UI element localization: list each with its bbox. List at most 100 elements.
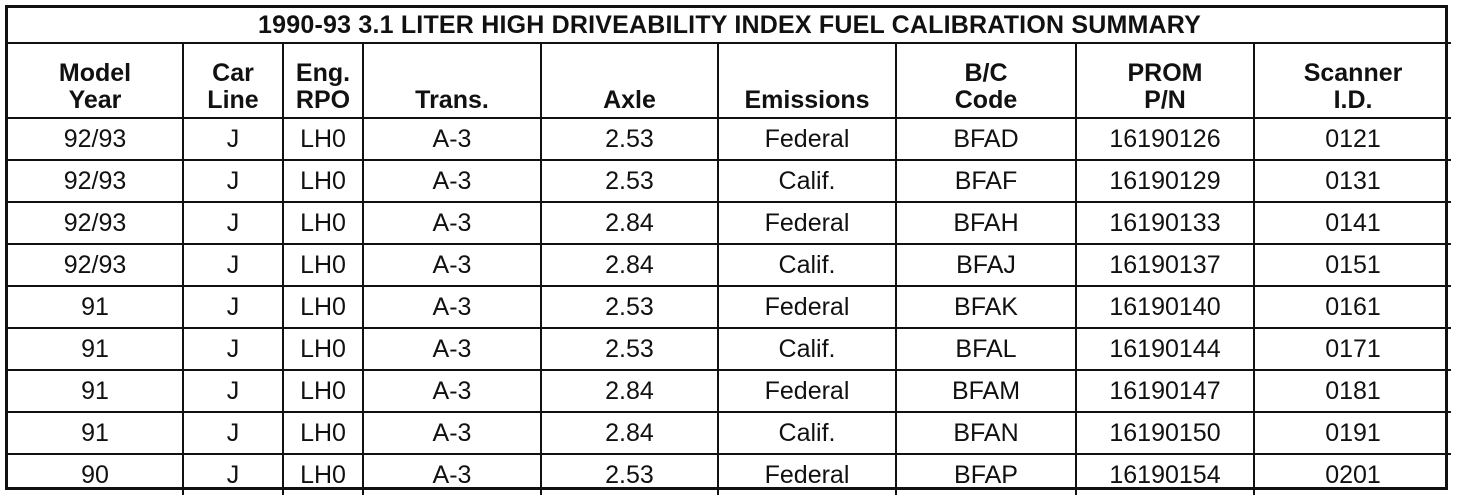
table-row: 92/93 J LH0 A-3 2.84 Calif. BFAJ 16190137 0151 bbox=[8, 243, 1452, 287]
table-cell-scanner-id: 0151 bbox=[1252, 243, 1452, 287]
table-row: 92/93 J LH0 A-3 2.84 Federal BFAH 16190133 0141 bbox=[8, 201, 1452, 245]
table-cell-eng-rpo: LH0 bbox=[282, 117, 364, 161]
table-cell-bc-code: BFAN bbox=[895, 411, 1077, 455]
table-cell-prom-pn: 16190133 bbox=[1075, 201, 1255, 245]
table-cell-axle: 2.53 bbox=[540, 117, 719, 161]
table-cell-trans: A-3 bbox=[362, 285, 542, 329]
column-header-line2: Line bbox=[207, 86, 259, 114]
table-cell-car-line: J bbox=[182, 411, 284, 455]
column-header-model-year: Model Year bbox=[8, 42, 184, 119]
table-cell-scanner-id: 0201 bbox=[1252, 453, 1452, 495]
table-cell-axle: 2.53 bbox=[540, 327, 719, 371]
table-cell-eng-rpo: LH0 bbox=[282, 201, 364, 245]
table-cell-scanner-id: 0181 bbox=[1252, 369, 1452, 413]
table-body: 92/93 J LH0 A-3 2.53 Federal BFAD 16190126 0121 9… bbox=[8, 117, 1452, 495]
column-header-line2: I.D. bbox=[1333, 86, 1373, 114]
table-cell-scanner-id: 0161 bbox=[1252, 285, 1452, 329]
table-cell-axle: 2.84 bbox=[540, 201, 719, 245]
table-cell-car-line: J bbox=[182, 117, 284, 161]
table-row: 92/93 J LH0 A-3 2.53 Federal BFAD 16190126 0121 bbox=[8, 117, 1452, 161]
table-cell-prom-pn: 16190144 bbox=[1075, 327, 1255, 371]
table-cell-model-year: 90 bbox=[8, 453, 184, 495]
table-cell-model-year: 92/93 bbox=[8, 117, 184, 161]
table-cell-bc-code: BFAM bbox=[895, 369, 1077, 413]
table-cell-axle: 2.84 bbox=[540, 369, 719, 413]
table-cell-prom-pn: 16190137 bbox=[1075, 243, 1255, 287]
table-cell-model-year: 91 bbox=[8, 411, 184, 455]
calibration-summary-sheet: 1990-93 3.1 LITER HIGH DRIVEABILITY INDE… bbox=[5, 5, 1452, 495]
table-cell-model-year: 91 bbox=[8, 327, 184, 371]
table-cell-scanner-id: 0191 bbox=[1252, 411, 1452, 455]
table-cell-car-line: J bbox=[182, 285, 284, 329]
table-cell-scanner-id: 0141 bbox=[1252, 201, 1452, 245]
column-header-line2: Emissions bbox=[744, 86, 870, 114]
table-cell-emissions: Calif. bbox=[717, 411, 897, 455]
table-cell-eng-rpo: LH0 bbox=[282, 243, 364, 287]
table-cell-trans: A-3 bbox=[362, 453, 542, 495]
table-cell-bc-code: BFAK bbox=[895, 285, 1077, 329]
table-cell-eng-rpo: LH0 bbox=[282, 411, 364, 455]
table-cell-bc-code: BFAJ bbox=[895, 243, 1077, 287]
column-header-emissions: Emissions bbox=[717, 42, 897, 119]
table-row: 92/93 J LH0 A-3 2.53 Calif. BFAF 16190129 0131 bbox=[8, 159, 1452, 203]
table-cell-eng-rpo: LH0 bbox=[282, 159, 364, 203]
table-cell-bc-code: BFAH bbox=[895, 201, 1077, 245]
table-cell-trans: A-3 bbox=[362, 201, 542, 245]
table-cell-scanner-id: 0121 bbox=[1252, 117, 1452, 161]
table-cell-bc-code: BFAL bbox=[895, 327, 1077, 371]
table-cell-prom-pn: 16190150 bbox=[1075, 411, 1255, 455]
table-cell-emissions: Federal bbox=[717, 117, 897, 161]
table-cell-model-year: 92/93 bbox=[8, 159, 184, 203]
column-header-line2: RPO bbox=[295, 86, 351, 114]
table-cell-bc-code: BFAF bbox=[895, 159, 1077, 203]
table-cell-emissions: Federal bbox=[717, 285, 897, 329]
table-cell-trans: A-3 bbox=[362, 159, 542, 203]
table-cell-bc-code: BFAP bbox=[895, 453, 1077, 495]
table-cell-axle: 2.84 bbox=[540, 243, 719, 287]
table-row: 91 J LH0 A-3 2.53 Federal BFAK 16190140 0161 bbox=[8, 285, 1452, 329]
column-header-line1: PROM bbox=[1127, 59, 1203, 87]
table-cell-axle: 2.53 bbox=[540, 453, 719, 495]
table-cell-car-line: J bbox=[182, 201, 284, 245]
column-header-eng-rpo: Eng. RPO bbox=[282, 42, 364, 119]
table-cell-prom-pn: 16190140 bbox=[1075, 285, 1255, 329]
table-cell-emissions: Federal bbox=[717, 369, 897, 413]
table-cell-emissions: Calif. bbox=[717, 159, 897, 203]
table-cell-scanner-id: 0171 bbox=[1252, 327, 1452, 371]
table-cell-car-line: J bbox=[182, 159, 284, 203]
table-cell-eng-rpo: LH0 bbox=[282, 369, 364, 413]
column-header-scanner-id: Scanner I.D. bbox=[1252, 42, 1452, 119]
table-cell-emissions: Calif. bbox=[717, 327, 897, 371]
table-cell-emissions: Federal bbox=[717, 201, 897, 245]
table-cell-bc-code: BFAD bbox=[895, 117, 1077, 161]
table-cell-emissions: Calif. bbox=[717, 243, 897, 287]
title-row: 1990-93 3.1 LITER HIGH DRIVEABILITY INDE… bbox=[8, 8, 1452, 44]
table-cell-eng-rpo: LH0 bbox=[282, 453, 364, 495]
table-cell-axle: 2.53 bbox=[540, 285, 719, 329]
table-cell-eng-rpo: LH0 bbox=[282, 327, 364, 371]
column-header-car-line: Car Line bbox=[182, 42, 284, 119]
column-header-line2: Axle bbox=[603, 86, 656, 114]
table-cell-model-year: 91 bbox=[8, 285, 184, 329]
column-header-line1: Model bbox=[58, 59, 132, 87]
table-cell-axle: 2.53 bbox=[540, 159, 719, 203]
table-cell-model-year: 91 bbox=[8, 369, 184, 413]
column-header-axle: Axle bbox=[540, 42, 719, 119]
table-cell-prom-pn: 16190129 bbox=[1075, 159, 1255, 203]
table-cell-car-line: J bbox=[182, 243, 284, 287]
column-header-line2: Code bbox=[954, 86, 1018, 114]
table-cell-car-line: J bbox=[182, 327, 284, 371]
column-header-line1: Car bbox=[212, 59, 254, 87]
table-cell-car-line: J bbox=[182, 453, 284, 495]
table-cell-trans: A-3 bbox=[362, 117, 542, 161]
column-header-line1: Eng. bbox=[295, 59, 351, 87]
table-cell-prom-pn: 16190126 bbox=[1075, 117, 1255, 161]
table-cell-emissions: Federal bbox=[717, 453, 897, 495]
column-header-line2: P/N bbox=[1144, 86, 1186, 114]
header-row: Model Year Car Line Eng. RPO Trans. Axle Emissio… bbox=[8, 42, 1452, 119]
column-header-line2: Trans. bbox=[415, 86, 489, 114]
calibration-table: 1990-93 3.1 LITER HIGH DRIVEABILITY INDE… bbox=[8, 8, 1452, 495]
table-row: 91 J LH0 A-3 2.84 Federal BFAM 16190147 0181 bbox=[8, 369, 1452, 413]
table-cell-trans: A-3 bbox=[362, 243, 542, 287]
table-cell-trans: A-3 bbox=[362, 411, 542, 455]
